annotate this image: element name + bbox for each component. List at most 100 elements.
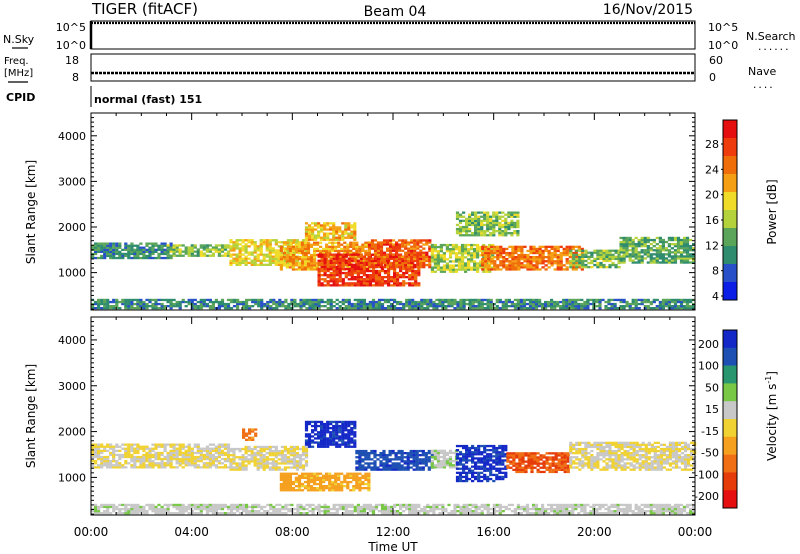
scatter-cell <box>353 435 357 438</box>
scatter-cell <box>460 268 465 271</box>
scatter-cell <box>142 460 146 463</box>
scatter-cell <box>396 284 400 287</box>
scatter-cell <box>655 307 659 310</box>
scatter-cell <box>295 454 300 457</box>
scatter-cell <box>199 254 203 257</box>
scatter-cell <box>268 241 272 244</box>
scatter-cell <box>637 307 641 310</box>
scatter-cell <box>91 254 95 258</box>
scatter-cell <box>148 451 152 455</box>
scatter-cell <box>266 305 270 308</box>
scatter-cell <box>112 252 116 256</box>
scatter-cell <box>508 260 512 263</box>
scatter-cell <box>442 260 446 263</box>
scatter-cell <box>341 420 345 424</box>
scatter-cell <box>347 253 351 256</box>
scatter-cell <box>504 219 508 222</box>
scatter-cell <box>454 260 459 263</box>
scatter-cell <box>547 251 551 255</box>
scatter-cell <box>305 300 309 304</box>
scatter-cell <box>586 305 590 308</box>
scatter-cell <box>232 468 236 471</box>
scatter-cell <box>571 305 575 308</box>
scatter-cell <box>178 302 182 306</box>
scatter-cell <box>287 307 291 310</box>
scatter-cell <box>471 221 475 225</box>
scatter-cell <box>353 232 357 235</box>
scatter-cell <box>335 298 339 302</box>
scatter-cell <box>617 253 621 256</box>
scatter-cell <box>556 268 560 271</box>
scatter-cell <box>196 252 200 255</box>
scatter-cell <box>646 236 650 240</box>
scatter-cell <box>193 451 197 455</box>
scatter-cell <box>340 249 344 253</box>
scatter-cell <box>175 244 179 247</box>
scatter-cell <box>325 245 329 248</box>
scatter-cell <box>433 258 437 261</box>
scatter-cell <box>451 270 456 273</box>
scatter-cell <box>362 300 366 304</box>
scatter-cell <box>480 300 484 304</box>
scatter-cell <box>510 234 514 237</box>
scatter-cell <box>634 249 638 252</box>
scatter-cell <box>205 451 209 455</box>
scatter-cell <box>436 252 440 255</box>
scatter-cell <box>304 226 309 229</box>
scatter-cell <box>229 454 233 457</box>
scatter-cell <box>308 300 312 304</box>
scatter-cell <box>282 264 286 267</box>
scatter-cell <box>410 263 414 267</box>
scatter-cell <box>350 445 354 448</box>
scatter-cell <box>667 261 671 264</box>
scatter-cell <box>413 257 417 261</box>
scatter-cell <box>269 307 273 310</box>
scatter-cell <box>323 280 327 283</box>
scatter-cell <box>631 307 635 310</box>
scatter-cell <box>529 262 533 265</box>
scatter-cell <box>382 257 387 261</box>
scatter-cell <box>205 462 209 465</box>
scatter-cell <box>498 223 502 227</box>
scatter-cell <box>256 466 260 469</box>
scatter-cell <box>311 300 315 304</box>
scatter-cell <box>311 429 315 432</box>
scatter-cell <box>652 253 656 256</box>
scatter-cell <box>253 247 257 250</box>
scatter-cell <box>223 254 228 257</box>
scatter-cell <box>266 302 270 306</box>
scatter-cell <box>217 302 221 306</box>
scatter-cell <box>320 420 324 424</box>
scatter-cell <box>568 307 572 310</box>
scatter-cell <box>391 462 395 465</box>
scatter-cell <box>507 305 511 308</box>
scatter-cell <box>577 245 581 248</box>
scatter-cell <box>505 258 509 261</box>
scatter-cell <box>265 456 269 459</box>
scatter-cell <box>232 253 236 256</box>
scatter-cell <box>416 255 420 258</box>
scatter-cell <box>323 284 327 287</box>
scatter-cell <box>235 239 239 242</box>
scatter-cell <box>544 264 548 267</box>
scatter-cell <box>286 251 290 254</box>
scatter-cell <box>199 455 203 459</box>
scatter-cell <box>151 449 155 452</box>
scatter-cell <box>358 449 362 453</box>
scatter-cell <box>259 251 263 254</box>
scatter-cell <box>148 305 152 308</box>
scatter-cell <box>455 230 460 233</box>
scatter-cell <box>492 225 496 229</box>
scatter-cell <box>387 271 391 275</box>
scatter-cell <box>474 223 478 227</box>
scatter-cell <box>353 431 357 434</box>
scatter-cell <box>422 266 426 269</box>
scatter-cell <box>169 445 173 448</box>
scatter-cell <box>517 247 521 251</box>
scatter-cell <box>390 280 394 283</box>
scatter-cell <box>526 266 530 269</box>
scatter-cell <box>341 424 345 428</box>
scatter-cell <box>382 464 386 467</box>
scatter-cell <box>523 260 527 263</box>
scatter-cell <box>484 249 488 253</box>
